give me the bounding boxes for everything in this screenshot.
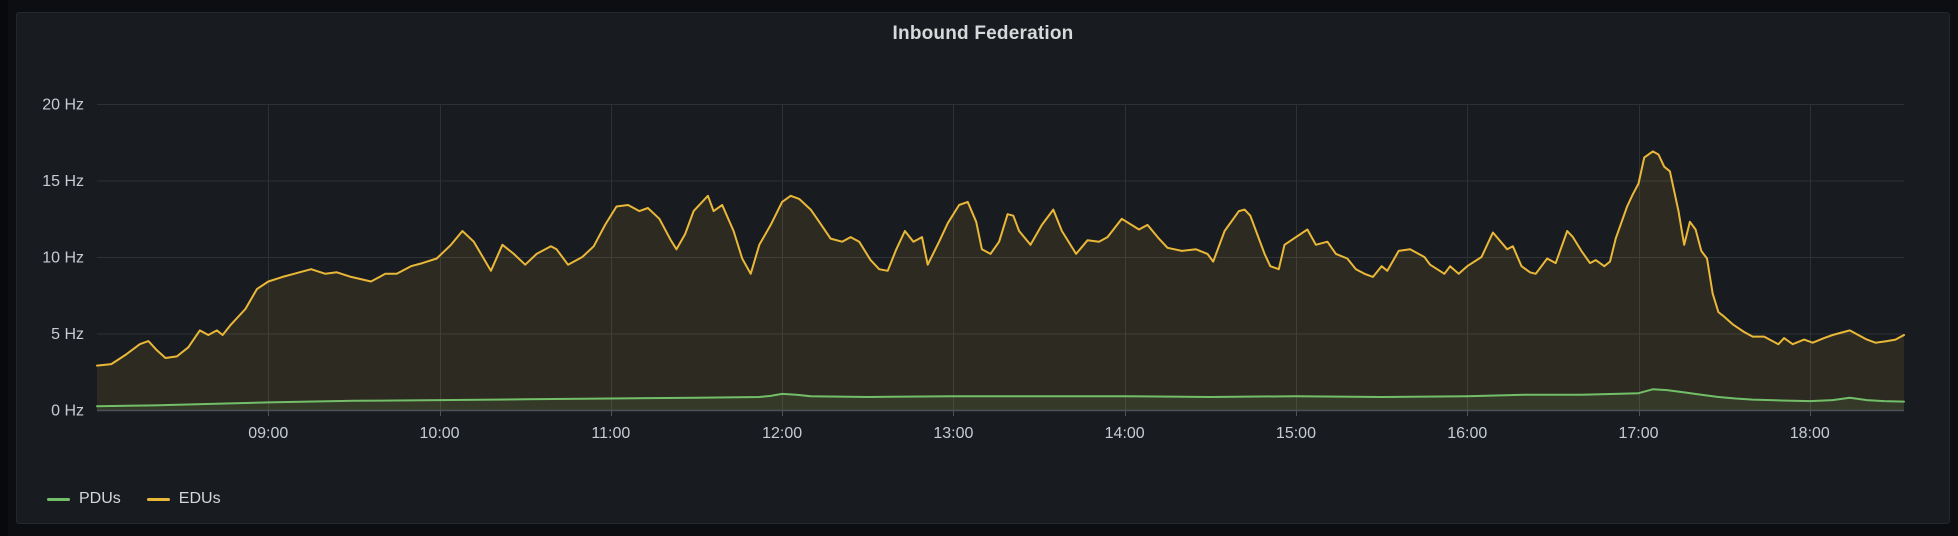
series-pdus-fill [97, 389, 1904, 410]
series-edus-line [96, 150, 1905, 367]
y-axis-tick-label: 15 Hz [42, 173, 84, 190]
y-axis-tick-label: 0 Hz [51, 403, 84, 420]
legend-item-pdus[interactable]: PDUs [47, 489, 121, 509]
series-color-swatch-edus [146, 497, 170, 501]
series-color-swatch-pdus [47, 497, 70, 501]
x-axis-tick-label: 14:00 [1105, 425, 1145, 442]
x-axis-tick-label: 11:00 [591, 425, 630, 442]
x-axis-tick-label: 18:00 [1790, 425, 1830, 442]
x-axis-tick-label: 15:00 [1276, 425, 1316, 442]
series-pdus-line [96, 388, 1905, 408]
y-axis-tick-label: 5 Hz [51, 326, 84, 343]
x-axis-tick-label: 10:00 [420, 425, 460, 442]
legend-item-edus[interactable]: EDUs [146, 489, 221, 509]
x-axis-tick-label: 09:00 [248, 425, 288, 442]
y-axis-tick-label: 10 Hz [42, 250, 84, 267]
legend-label-pdus: PDUs [79, 490, 121, 507]
timeseries-chart[interactable]: 0 Hz 5 Hz 10 Hz 15 Hz 20 Hz 09:00 10:00 11:00 12… [17, 13, 1951, 525]
legend: PDUs EDUs [47, 489, 221, 509]
legend-label-edus: EDUs [178, 490, 221, 507]
timeseries-panel: Inbound Federation 0 Hz 5 Hz 10 Hz 15 Hz 20 … [16, 12, 1950, 524]
x-axis [97, 409, 1904, 416]
grid [97, 104, 1904, 410]
series-edus-fill [97, 151, 1904, 410]
series-fills [97, 151, 1904, 410]
x-axis-tick-label: 16:00 [1447, 425, 1487, 442]
x-axis-tick-label: 13:00 [933, 425, 973, 442]
x-axis-tick-label: 17:00 [1618, 425, 1658, 442]
panel-title[interactable]: Inbound Federation [892, 23, 1074, 44]
series-lines [96, 150, 1905, 408]
x-axis-tick-label: 12:00 [762, 425, 802, 442]
axis-labels: 0 Hz 5 Hz 10 Hz 15 Hz 20 Hz 09:00 10:00 11:00 12… [42, 97, 1830, 443]
y-axis-tick-label: 20 Hz [42, 97, 84, 114]
